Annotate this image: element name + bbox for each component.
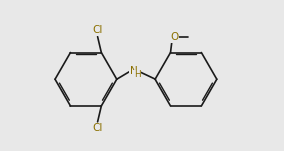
Text: H: H [134,70,140,79]
Text: O: O [170,32,178,42]
Text: Cl: Cl [92,25,103,35]
Text: Cl: Cl [92,123,103,133]
Text: N: N [130,66,137,76]
